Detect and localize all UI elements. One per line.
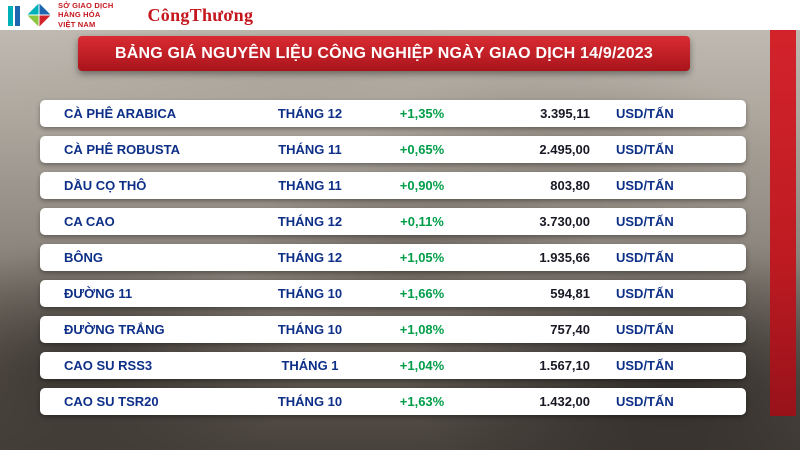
commodity-name: CÀ PHÊ ARABICA (64, 106, 177, 121)
right-accent-bar (770, 0, 796, 416)
percent-change: +1,08% (399, 322, 445, 337)
percent-change: +1,66% (399, 286, 445, 301)
price-unit: USD/TẤN (616, 394, 674, 409)
title-banner: BẢNG GIÁ NGUYÊN LIỆU CÔNG NGHIỆP NGÀY GI… (78, 36, 690, 71)
price-unit: USD/TẤN (616, 250, 674, 265)
table-row: CAO SU RSS3 THÁNG 1 +1,04% 1.567,10 USD/… (40, 352, 746, 379)
price-unit: USD/TẤN (616, 214, 674, 229)
commodity-name: CÀ PHÊ ROBUSTA (64, 142, 181, 157)
exchange-name-line2: HÀNG HÓA (58, 10, 101, 20)
contract-month: THÁNG 11 (278, 178, 342, 193)
table-row: CAO SU TSR20 THÁNG 10 +1,63% 1.432,00 US… (40, 388, 746, 415)
price-value: 1.935,66 (539, 250, 590, 265)
table-row: CÀ PHÊ ROBUSTA THÁNG 11 +0,65% 2.495,00 … (40, 136, 746, 163)
commodity-name: ĐƯỜNG 11 (64, 286, 133, 301)
exchange-name: SỞ GIAO DỊCH HÀNG HÓA VIỆT NAM (58, 1, 113, 29)
commodity-name: DẦU CỌ THÔ (64, 178, 147, 193)
commodity-name: ĐƯỜNG TRẮNG (64, 322, 165, 337)
percent-change: +1,35% (399, 106, 445, 121)
exchange-name-line1: SỞ GIAO DỊCH (58, 0, 114, 10)
price-unit: USD/TẤN (616, 322, 674, 337)
price-value: 1.567,10 (539, 358, 590, 373)
contract-month: THÁNG 1 (281, 358, 339, 373)
commodity-name: BÔNG (64, 250, 103, 265)
commodity-name: CAO SU TSR20 (64, 394, 159, 409)
decor-bar-blue (15, 5, 20, 26)
contract-month: THÁNG 10 (277, 394, 343, 409)
price-unit: USD/TẤN (616, 106, 674, 121)
price-table: CÀ PHÊ ARABICA THÁNG 12 +1,35% 3.395,11 … (40, 100, 746, 424)
congthuong-logo: CôngThương (147, 4, 254, 25)
price-unit: USD/TẤN (616, 286, 674, 301)
price-value: 2.495,00 (539, 142, 590, 157)
table-row: DẦU CỌ THÔ THÁNG 11 +0,90% 803,80 USD/TẤ… (40, 172, 746, 199)
contract-month: THÁNG 12 (277, 214, 343, 229)
price-value: 594,81 (550, 286, 590, 301)
table-row: BÔNG THÁNG 12 +1,05% 1.935,66 USD/TẤN (40, 244, 746, 271)
contract-month: THÁNG 12 (277, 106, 343, 121)
price-value: 1.432,00 (539, 394, 590, 409)
header-bar: SỞ GIAO DỊCH HÀNG HÓA VIỆT NAM CôngThươn… (0, 0, 800, 30)
table-row: CA CAO THÁNG 12 +0,11% 3.730,00 USD/TẤN (40, 208, 746, 235)
price-unit: USD/TẤN (616, 358, 674, 373)
price-value: 757,40 (550, 322, 590, 337)
page-title: BẢNG GIÁ NGUYÊN LIỆU CÔNG NGHIỆP NGÀY GI… (114, 44, 654, 62)
exchange-name-line3: VIỆT NAM (58, 19, 96, 29)
price-unit: USD/TẤN (616, 178, 674, 193)
commodity-name: CA CAO (64, 214, 115, 229)
table-row: CÀ PHÊ ARABICA THÁNG 12 +1,35% 3.395,11 … (40, 100, 746, 127)
commodity-name: CAO SU RSS3 (64, 358, 153, 373)
mxv-exchange-logo-icon (25, 1, 53, 29)
contract-month: THÁNG 11 (278, 142, 342, 157)
price-value: 3.730,00 (539, 214, 590, 229)
decor-bar-teal (8, 5, 13, 26)
price-value: 3.395,11 (540, 106, 590, 121)
price-value: 803,80 (550, 178, 590, 193)
percent-change: +1,05% (399, 250, 445, 265)
percent-change: +0,11% (400, 214, 444, 229)
price-unit: USD/TẤN (616, 142, 674, 157)
percent-change: +0,65% (399, 142, 445, 157)
table-row: ĐƯỜNG TRẮNG THÁNG 10 +1,08% 757,40 USD/T… (40, 316, 746, 343)
contract-month: THÁNG 10 (277, 322, 343, 337)
percent-change: +1,04% (399, 358, 445, 373)
table-row: ĐƯỜNG 11 THÁNG 10 +1,66% 594,81 USD/TẤN (40, 280, 746, 307)
percent-change: +1,63% (399, 394, 445, 409)
contract-month: THÁNG 12 (277, 250, 343, 265)
percent-change: +0,90% (399, 178, 445, 193)
contract-month: THÁNG 10 (277, 286, 343, 301)
